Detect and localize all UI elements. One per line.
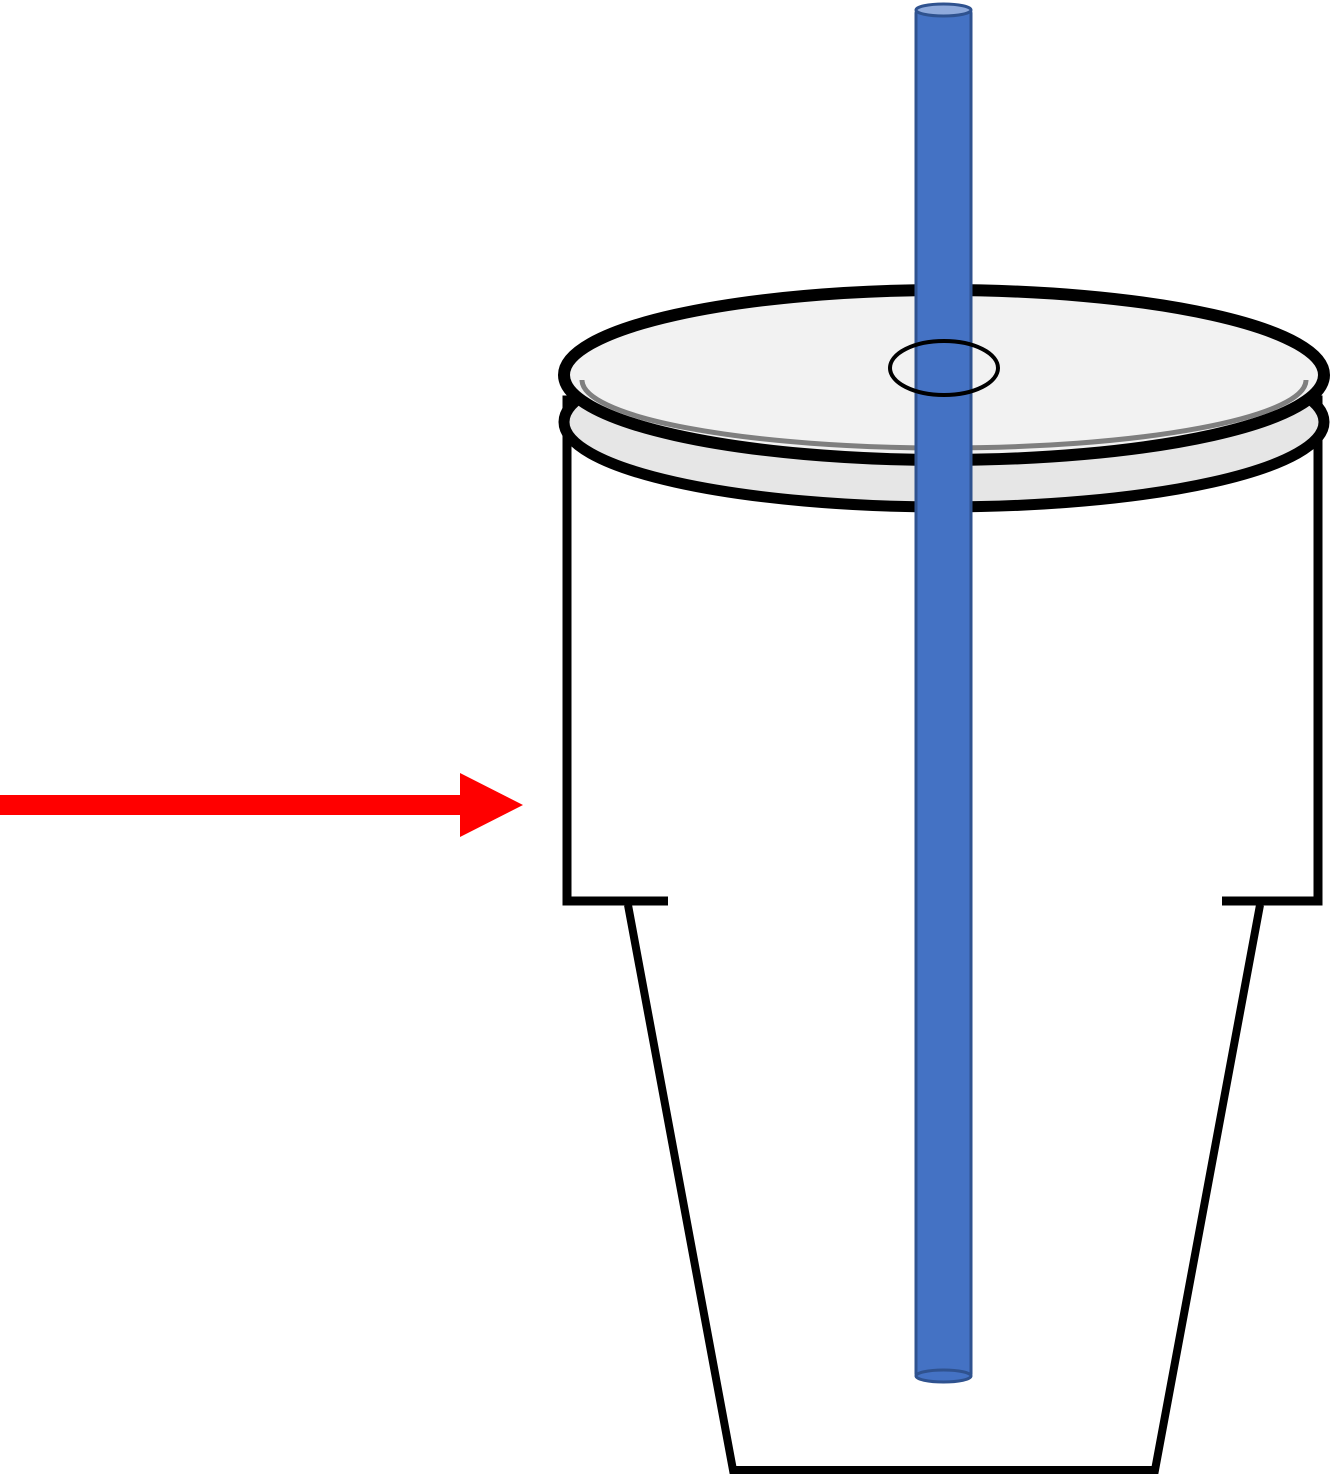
straw-top-opening: [914, 2, 973, 18]
straw-body: [914, 8, 973, 1379]
straw-bottom: [914, 1368, 973, 1384]
cup-lower-body: [624, 904, 1264, 1474]
arrow-head: [460, 773, 523, 837]
arrow-shaft: [0, 795, 462, 815]
straw-hole-ring: [888, 339, 1000, 397]
pointer-arrow: [0, 773, 523, 837]
